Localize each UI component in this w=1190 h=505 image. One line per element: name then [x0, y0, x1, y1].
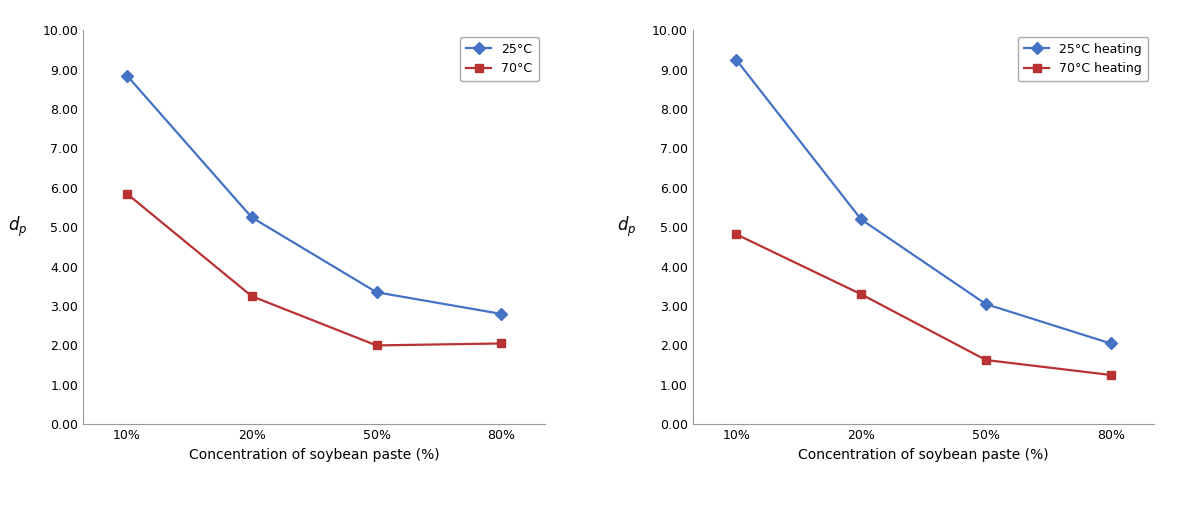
Legend: 25°C, 70°C: 25°C, 70°C	[461, 36, 539, 81]
70°C heating	[729, 231, 744, 237]
25°C heating	[729, 57, 744, 63]
25°C	[245, 214, 259, 220]
Y-axis label: $d_p$: $d_p$	[618, 215, 637, 239]
25°C heating	[978, 301, 992, 307]
Line: 25°C: 25°C	[123, 71, 506, 318]
70°C	[494, 340, 508, 346]
25°C heating	[1103, 340, 1117, 346]
70°C heating	[1103, 372, 1117, 378]
X-axis label: Concentration of soybean paste (%): Concentration of soybean paste (%)	[189, 447, 439, 462]
X-axis label: Concentration of soybean paste (%): Concentration of soybean paste (%)	[798, 447, 1048, 462]
Legend: 25°C heating, 70°C heating: 25°C heating, 70°C heating	[1017, 36, 1148, 81]
70°C	[245, 293, 259, 299]
Y-axis label: $d_p$: $d_p$	[8, 215, 27, 239]
25°C	[120, 73, 134, 79]
Line: 25°C heating: 25°C heating	[732, 56, 1115, 347]
70°C	[120, 191, 134, 197]
Line: 70°C heating: 70°C heating	[732, 230, 1115, 379]
25°C	[494, 311, 508, 317]
Line: 70°C: 70°C	[123, 189, 506, 349]
70°C heating	[978, 357, 992, 363]
25°C	[369, 289, 383, 295]
25°C heating	[854, 216, 869, 222]
70°C	[369, 342, 383, 348]
70°C heating	[854, 291, 869, 297]
